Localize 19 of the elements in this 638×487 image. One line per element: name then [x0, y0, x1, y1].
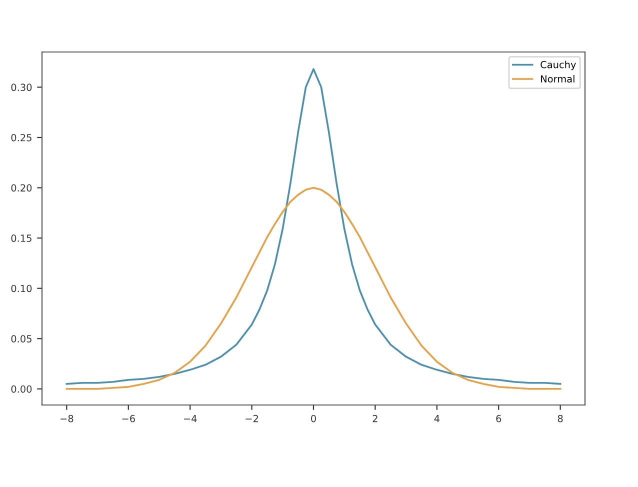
y-tick-label: 0.00	[11, 385, 32, 393]
x-tick-label: −6	[122, 414, 135, 422]
x-tick-label: −4	[184, 415, 197, 422]
x-tick-label: 2	[372, 414, 378, 422]
y-tick-label: 0.15	[11, 234, 32, 242]
y-tick-label: 0.30	[11, 84, 32, 92]
line-series	[66, 186, 562, 390]
x-tick-label: −2	[246, 414, 258, 422]
y-tick-label: 0.10	[11, 284, 32, 292]
y-tick-label: 0.20	[11, 184, 32, 192]
legend-label: Normal	[541, 75, 574, 83]
y-tick-label: 0.25	[11, 134, 32, 142]
y-tick-label: 0.05	[11, 335, 32, 342]
x-tick-label: 4	[434, 415, 440, 422]
x-tick-label: 0	[311, 414, 316, 422]
x-tick-label: −8	[60, 414, 74, 422]
x-tick-label: 8	[558, 414, 563, 422]
x-tick-label: 6	[496, 414, 502, 422]
legend-label: Cauchy	[540, 60, 576, 70]
